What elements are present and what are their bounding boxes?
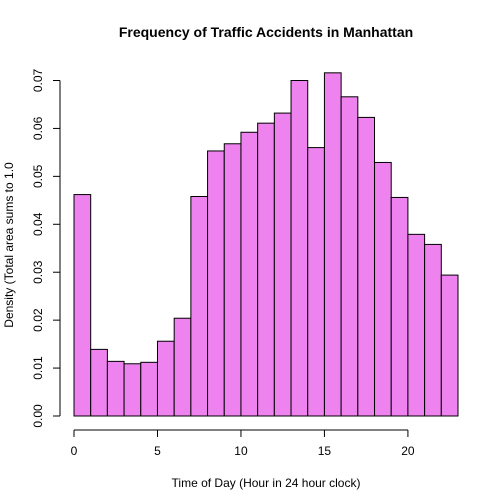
histogram-bar (240, 131, 259, 417)
y-tick-label: 0.00 (31, 404, 45, 428)
histogram-bar (323, 72, 342, 417)
histogram-bar (307, 147, 325, 417)
histogram-bar (257, 122, 275, 417)
x-tick-label: 0 (71, 444, 78, 458)
bars-group (73, 72, 459, 417)
histogram-bar (156, 340, 175, 417)
histogram-bar (207, 150, 225, 417)
y-axis: 0.00 0.01 0.02 0.03 0.04 0.05 0.06 0.07 (31, 68, 61, 428)
y-tick-label: 0.01 (31, 356, 45, 380)
histogram-bar (90, 348, 108, 417)
x-axis-label: Time of Day (Hour in 24 hour clock) (172, 476, 361, 490)
y-tick-label: 0.04 (31, 212, 45, 236)
y-tick-label: 0.07 (31, 68, 45, 92)
x-tick-label: 5 (154, 444, 161, 458)
histogram-bar (223, 143, 242, 417)
x-tick-label: 15 (318, 444, 332, 458)
histogram-bar (390, 196, 409, 417)
histogram-bar (290, 80, 309, 417)
y-tick-label: 0.02 (31, 308, 45, 332)
histogram-bar (73, 194, 92, 417)
histogram-bar (123, 363, 142, 417)
histogram-bar (140, 361, 158, 417)
histogram-bar (357, 116, 376, 417)
x-tick-label: 20 (401, 444, 415, 458)
y-tick-label: 0.05 (31, 164, 45, 188)
histogram-bar (407, 233, 426, 417)
y-tick-label: 0.06 (31, 116, 45, 140)
histogram-bar (106, 360, 125, 417)
y-tick-label: 0.03 (31, 260, 45, 284)
y-axis-label: Density (Total area sums to 1.0 (2, 162, 16, 328)
x-axis: 0 5 10 15 20 (71, 429, 415, 458)
x-tick-label: 10 (234, 444, 248, 458)
histogram-bar (173, 317, 192, 417)
histogram-bar (374, 161, 392, 417)
histogram-bar (190, 195, 209, 417)
histogram-bar (340, 96, 359, 417)
histogram-bar (424, 243, 442, 417)
histogram-bar (273, 112, 292, 417)
histogram-bar (440, 274, 459, 417)
chart-title: Frequency of Traffic Accidents in Manhat… (119, 24, 413, 40)
